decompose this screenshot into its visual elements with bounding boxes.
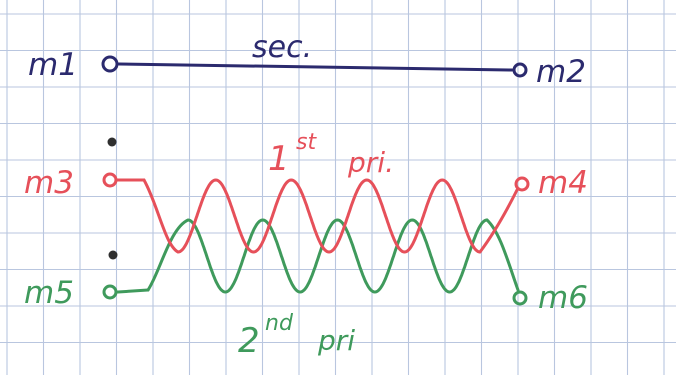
terminal-m3-circle — [102, 172, 118, 188]
label-first-primary-word: pri. — [347, 146, 394, 179]
label-secondary: sec. — [252, 30, 312, 65]
label-first-primary-superscript: st — [296, 130, 317, 155]
label-second-primary-superscript: nd — [265, 311, 294, 336]
terminal-m4-circle — [514, 176, 530, 192]
second-primary-coil — [146, 218, 489, 294]
label-m5: m5 — [24, 275, 74, 311]
label-m2: m2 — [536, 54, 586, 90]
polarity-dot-first-primary — [107, 137, 117, 147]
terminal-m6-circle — [512, 290, 528, 306]
label-first-primary-number: 1 — [268, 139, 290, 179]
secondary-winding — [101, 55, 528, 78]
label-m1: m1 — [28, 47, 78, 83]
label-m3: m3 — [24, 165, 74, 201]
terminal-m1-circle — [101, 55, 119, 73]
second-primary-winding — [102, 218, 528, 306]
first-primary-winding — [102, 172, 530, 254]
label-second-primary-number: 2 — [238, 321, 260, 361]
label-second-primary-word: pri — [317, 324, 355, 357]
label-m6: m6 — [538, 280, 588, 316]
second-primary-lead-out — [485, 218, 520, 292]
first-primary-coil — [142, 178, 482, 254]
second-primary-lead-in — [116, 288, 150, 294]
polarity-dot-second-primary — [108, 250, 118, 260]
terminal-m2-circle — [512, 62, 528, 78]
label-m4: m4 — [538, 165, 588, 201]
terminal-m5-circle — [102, 284, 118, 300]
secondary-line — [117, 62, 514, 72]
first-primary-lead-out — [478, 188, 519, 254]
